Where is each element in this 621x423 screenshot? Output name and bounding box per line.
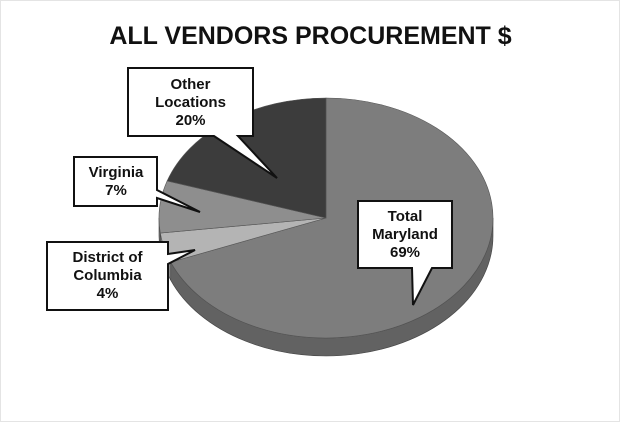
chart-title: ALL VENDORS PROCUREMENT $ [109,22,512,50]
callout-box [46,241,196,311]
slice-value: 4% [96,285,119,302]
slice-label: District of Columbia [72,249,143,284]
callout-box [357,200,453,306]
callout: Other Locations 20% [130,76,251,130]
slice-value: 20% [175,112,206,129]
slice-label: Virginia [88,164,144,181]
callout: Total Maryland 69% [360,208,450,262]
slice-label: Total Maryland [372,208,438,243]
callout-box [73,156,201,213]
slice-label: Other Locations [155,76,226,111]
callout: District of Columbia 4% [49,249,166,303]
slice-value: 7% [105,182,127,199]
callout: Virginia 7% [76,164,156,200]
slice-value: 69% [389,244,421,261]
callout-box [127,67,278,179]
callouts [46,67,453,311]
